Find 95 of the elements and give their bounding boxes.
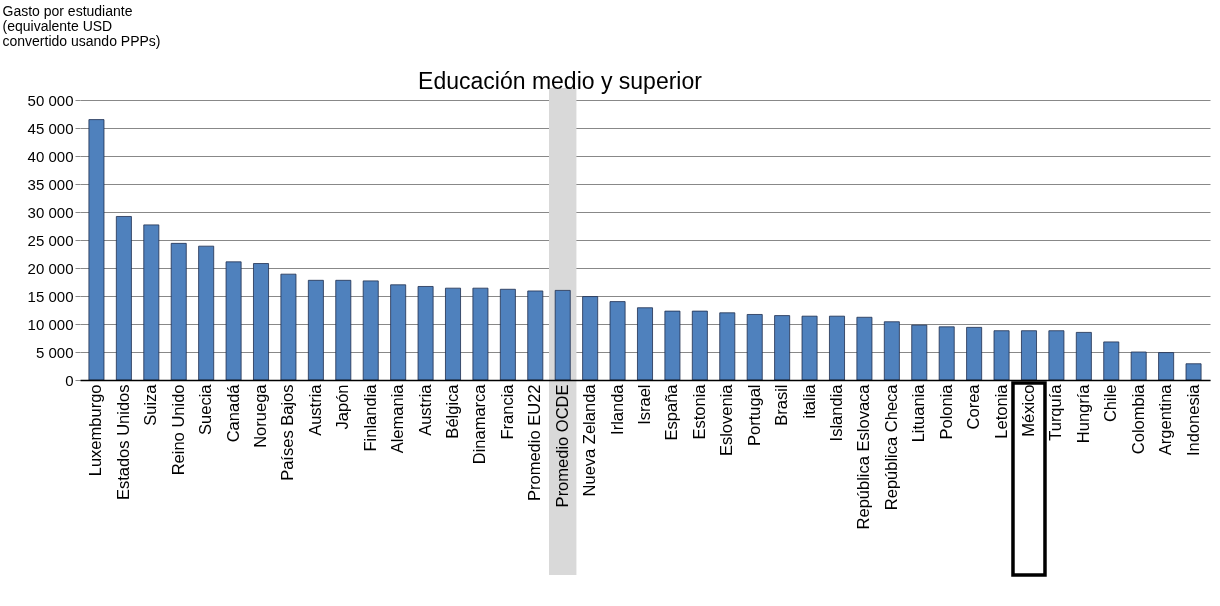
bar <box>1048 330 1065 381</box>
bar <box>1021 330 1037 381</box>
bar <box>225 261 242 381</box>
x-tick-label: Bélgica <box>443 383 462 439</box>
x-tick-label: Suecia <box>196 383 215 435</box>
y-axis-title: Gasto por estudiante (equivalente USD convertido usando PPPs) <box>2 2 161 49</box>
x-tick-label: Noruega <box>251 383 270 448</box>
bar <box>883 321 900 381</box>
x-tick-label: Francia <box>497 383 516 440</box>
bar <box>472 287 489 381</box>
x-tick-label: Turquía <box>1046 383 1065 441</box>
bar <box>1130 351 1147 381</box>
x-tick-label: República Checa <box>881 383 900 511</box>
bar <box>691 310 708 381</box>
bar <box>335 279 352 381</box>
bar <box>993 330 1010 381</box>
chart-title: Educación medio y superior <box>418 68 703 94</box>
x-tick-label: Lituania <box>909 383 928 443</box>
y-tick-label: 15 000 <box>27 287 74 305</box>
x-tick-label: Alemania <box>388 383 407 454</box>
x-tick-label: Estados Unidos <box>113 384 132 501</box>
x-tick-label: Luxemburgo <box>86 384 105 477</box>
x-tick-label: España <box>662 383 681 441</box>
bar <box>774 315 791 381</box>
bar <box>88 119 105 381</box>
bar <box>938 326 955 381</box>
bar <box>115 216 132 381</box>
bar <box>856 316 873 381</box>
x-tick-label: Austria <box>305 383 324 436</box>
bar <box>966 326 983 381</box>
x-tick-label: Promedio EU22 <box>525 384 544 501</box>
bar <box>911 324 928 381</box>
x-tick-label: Nueva Zelanda <box>580 383 599 497</box>
y-tick-label: 50 000 <box>27 91 74 109</box>
x-tick-label: Brasil <box>772 384 791 426</box>
bar <box>637 307 653 381</box>
x-tick-label: Suiza <box>141 383 160 426</box>
y-tick-label: 35 000 <box>27 175 74 193</box>
bar <box>499 288 516 381</box>
bar <box>198 245 215 381</box>
bar <box>417 286 434 381</box>
x-tick-label: Finlandia <box>360 383 379 452</box>
bar <box>1103 341 1120 381</box>
y-tick-label: 45 000 <box>27 119 74 137</box>
x-tick-label: Hungría <box>1073 383 1092 444</box>
bar <box>527 290 544 381</box>
bar <box>554 290 571 381</box>
bar <box>719 312 736 381</box>
x-tick-label: Chile <box>1101 384 1120 423</box>
x-tick-label: Países Bajos <box>278 384 297 481</box>
bar <box>390 284 407 381</box>
x-tick-label: italia <box>799 383 818 419</box>
bar <box>170 242 187 381</box>
bar <box>280 273 297 381</box>
x-tick-label: Eslovenia <box>717 383 736 457</box>
x-tick-label: Dinamarca <box>470 383 489 465</box>
x-tick-label: Portugal <box>744 384 763 446</box>
x-tick-label: República Eslovaca <box>854 383 873 530</box>
bar <box>307 279 324 381</box>
y-tick-label: 10 000 <box>27 315 74 333</box>
y-tick-label: 20 000 <box>27 259 74 277</box>
x-tick-label: Israel <box>635 384 653 425</box>
x-tick-label: México <box>1018 384 1037 437</box>
x-tick-label: Estonia <box>689 383 708 440</box>
bar <box>253 263 269 381</box>
y-tick-label: 30 000 <box>27 203 74 221</box>
bar <box>445 287 461 381</box>
bar <box>746 314 763 381</box>
bar <box>362 280 379 381</box>
x-tick-label: Colombia <box>1128 383 1147 455</box>
x-tick-label: Argentina <box>1156 383 1175 456</box>
x-tick-label: Austria <box>415 383 434 436</box>
bar <box>582 296 599 381</box>
x-tick-label: Japón <box>333 384 352 430</box>
x-tick-label: Reino Unido <box>168 384 187 476</box>
x-tick-label: Canadá <box>223 383 242 443</box>
y-tick-label: 5 000 <box>35 343 74 361</box>
y-tick-label: 25 000 <box>27 231 74 249</box>
x-tick-label: Indonesia <box>1183 383 1202 457</box>
x-tick-label: Polonia <box>936 383 955 440</box>
x-tick-label: Promedio OCDE <box>552 384 571 508</box>
bar <box>1185 363 1202 381</box>
x-tick-label: Islandia <box>826 383 845 442</box>
bar <box>1075 332 1092 381</box>
y-tick-label: 0 <box>65 371 74 389</box>
bar <box>664 310 681 381</box>
bar <box>143 224 160 381</box>
y-tick-label: 40 000 <box>27 147 74 165</box>
bar <box>829 315 845 381</box>
x-tick-label: Letonia <box>991 383 1010 439</box>
x-tick-label: Irlanda <box>607 383 626 435</box>
bar <box>1158 352 1175 381</box>
bar <box>801 315 818 381</box>
x-tick-label: Corea <box>964 383 983 430</box>
bar <box>609 301 626 381</box>
